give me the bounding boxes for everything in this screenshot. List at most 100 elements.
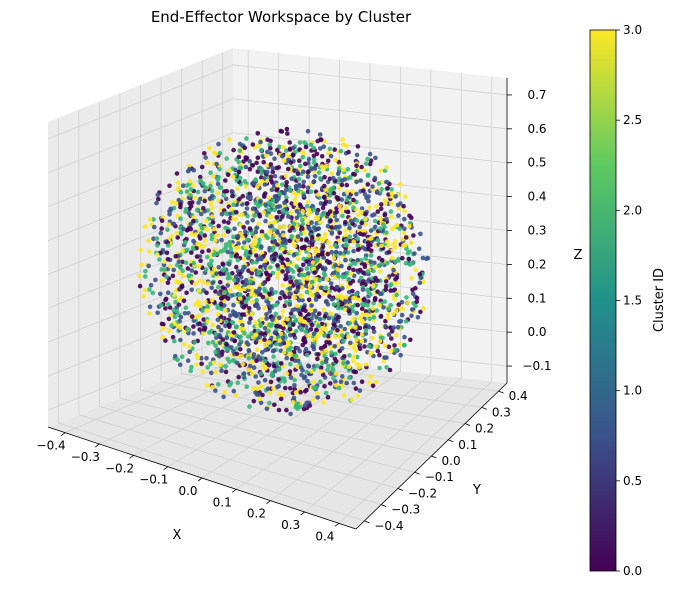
scatter-point bbox=[272, 257, 277, 262]
scatter-point bbox=[285, 317, 290, 322]
scatter-point bbox=[163, 306, 168, 311]
scatter-point bbox=[262, 325, 268, 331]
colorbar-ticks: 0.0 0.5 1.0 1.5 2.0 2.5 3.0 bbox=[616, 23, 642, 578]
scatter-point bbox=[231, 388, 237, 394]
scatter-point bbox=[278, 254, 284, 260]
scatter-point bbox=[177, 362, 183, 368]
scatter-point bbox=[281, 158, 287, 163]
scatter-point bbox=[303, 346, 309, 352]
scatter-point bbox=[320, 372, 326, 378]
scatter-point bbox=[388, 214, 394, 219]
scatter-point bbox=[198, 258, 203, 264]
scatter-point bbox=[218, 328, 224, 333]
scatter-point bbox=[335, 301, 341, 307]
y-tick-mark bbox=[381, 504, 387, 508]
scatter-point bbox=[251, 386, 256, 392]
scatter-point bbox=[276, 165, 282, 170]
scatter-point bbox=[247, 159, 252, 164]
scatter-point bbox=[402, 216, 407, 222]
scatter-point bbox=[295, 401, 301, 407]
scatter-point bbox=[275, 147, 280, 153]
scatter-point bbox=[325, 223, 331, 229]
scatter-point bbox=[228, 380, 234, 386]
scatter-point bbox=[308, 308, 314, 313]
scatter-point bbox=[395, 280, 400, 286]
scatter-point bbox=[382, 355, 387, 360]
scatter-point bbox=[323, 187, 328, 192]
scatter-point bbox=[329, 171, 335, 176]
scatter-point bbox=[219, 306, 224, 312]
scatter-point bbox=[307, 284, 313, 289]
scatter-point bbox=[257, 237, 262, 243]
scatter-point bbox=[345, 209, 351, 215]
scatter-point bbox=[186, 226, 192, 231]
scatter-point bbox=[315, 363, 320, 369]
x-tick-label: 0.2 bbox=[247, 507, 266, 521]
scatter-point bbox=[232, 338, 238, 344]
scatter-point bbox=[343, 294, 349, 300]
scatter-point bbox=[276, 196, 281, 202]
scatter-point bbox=[174, 308, 180, 314]
scatter-point bbox=[295, 288, 300, 294]
scatter-point bbox=[197, 327, 202, 332]
scatter-point bbox=[267, 309, 273, 314]
scatter-point bbox=[315, 216, 321, 221]
scatter-point bbox=[314, 314, 319, 320]
scatter-point bbox=[368, 259, 374, 265]
scatter-point bbox=[363, 222, 369, 227]
scatter-point bbox=[280, 335, 286, 341]
scatter-point bbox=[359, 379, 365, 385]
scatter-point bbox=[243, 164, 249, 170]
scatter-point bbox=[233, 284, 238, 290]
scatter-point bbox=[289, 356, 295, 362]
scatter-point bbox=[272, 156, 277, 161]
scatter-point bbox=[184, 290, 189, 296]
scatter-point bbox=[271, 386, 276, 391]
scatter-point bbox=[233, 274, 239, 279]
scatter-point bbox=[304, 203, 310, 209]
scatter-point bbox=[359, 306, 365, 312]
scatter-point bbox=[354, 168, 360, 174]
scatter-point bbox=[297, 268, 302, 273]
scatter-point bbox=[403, 235, 409, 240]
scatter-point bbox=[172, 314, 178, 320]
scatter-point bbox=[278, 331, 284, 337]
scatter-point bbox=[363, 309, 369, 314]
scatter-point bbox=[207, 330, 212, 335]
scatter-point bbox=[202, 151, 207, 156]
scatter-point bbox=[259, 166, 264, 172]
scatter-point bbox=[393, 277, 398, 282]
scatter-point bbox=[275, 183, 280, 188]
scatter-point bbox=[147, 287, 152, 292]
scatter-point bbox=[258, 147, 264, 153]
scatter-point bbox=[363, 256, 368, 261]
scatter-point bbox=[209, 370, 214, 376]
scatter-point bbox=[418, 231, 423, 237]
scatter-point bbox=[377, 352, 382, 358]
scatter-point bbox=[304, 352, 310, 358]
scatter-point bbox=[351, 260, 357, 266]
scatter-point bbox=[203, 267, 209, 272]
scatter-point bbox=[312, 169, 317, 175]
scatter-point bbox=[306, 363, 311, 369]
scatter-point bbox=[330, 326, 336, 331]
scatter-point bbox=[249, 331, 254, 336]
scatter-point bbox=[346, 308, 352, 314]
scatter-point bbox=[263, 258, 268, 264]
scatter-point bbox=[216, 381, 221, 387]
scatter-point bbox=[316, 352, 321, 357]
scatter-point bbox=[237, 196, 242, 202]
scatter-point bbox=[173, 353, 178, 359]
scatter-point bbox=[305, 199, 311, 205]
scatter-point bbox=[304, 289, 310, 295]
scatter-point bbox=[258, 139, 263, 145]
scatter-point bbox=[284, 126, 290, 132]
scatter-point bbox=[318, 201, 324, 206]
scatter-point bbox=[154, 236, 160, 241]
scatter-point bbox=[255, 155, 261, 161]
scatter-point bbox=[374, 344, 379, 349]
scatter-point bbox=[370, 306, 376, 311]
scatter-point bbox=[341, 167, 346, 173]
scatter-point bbox=[234, 351, 240, 357]
scatter-point bbox=[284, 180, 290, 185]
